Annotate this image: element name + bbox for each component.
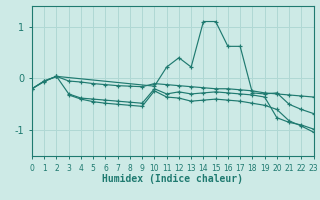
- X-axis label: Humidex (Indice chaleur): Humidex (Indice chaleur): [102, 174, 243, 184]
